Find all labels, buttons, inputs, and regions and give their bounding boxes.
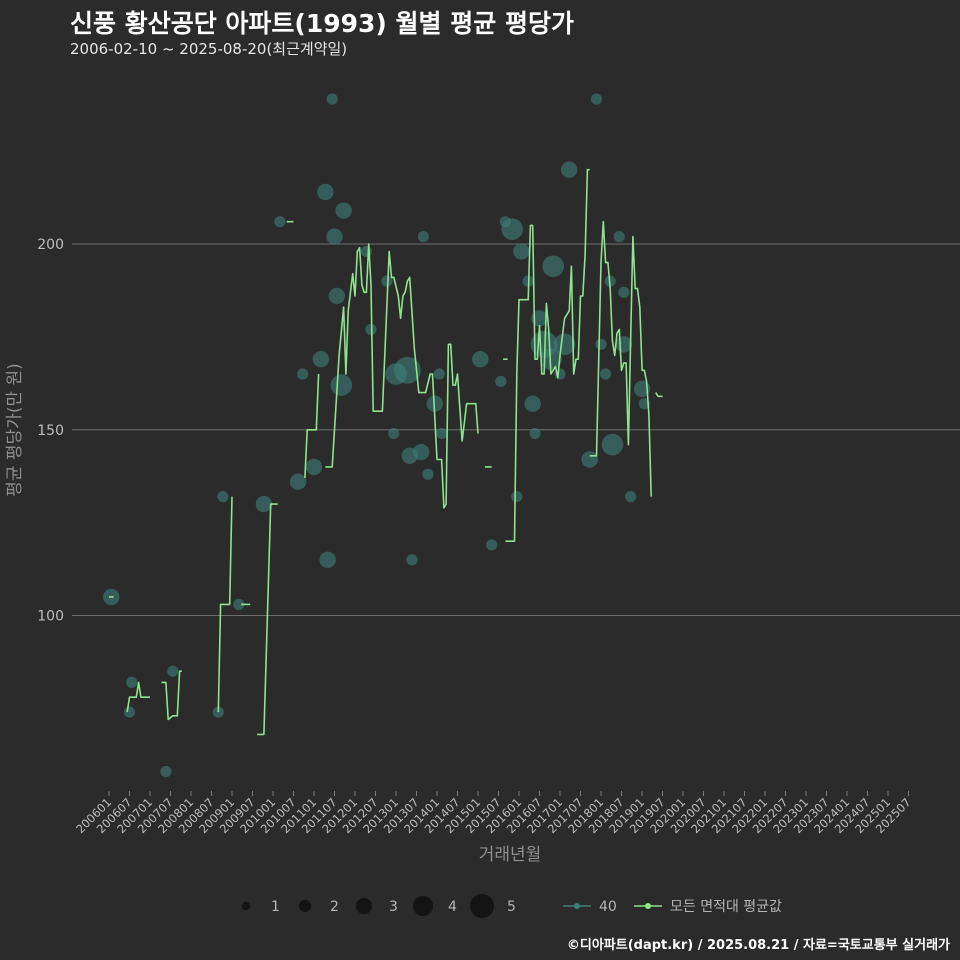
x-axis-title: 거래년월 — [479, 845, 542, 865]
scatter-point — [542, 255, 565, 278]
legend-key-40-point — [574, 903, 580, 909]
scatter-point — [618, 286, 630, 298]
size-legend-label: 3 — [389, 899, 398, 915]
scatter-point — [360, 245, 373, 258]
scatter-point — [472, 350, 489, 368]
scatter-point — [422, 468, 434, 480]
scatter-point — [553, 333, 576, 356]
size-legend-label: 4 — [448, 899, 457, 915]
y-tick-label: 100 — [37, 609, 64, 625]
size-legend-label: 2 — [330, 899, 339, 915]
scatter-point — [433, 368, 445, 380]
scatter-points — [103, 93, 651, 778]
scatter-point — [167, 665, 179, 677]
size-legend-label: 5 — [507, 899, 516, 915]
size-legend-circle — [355, 897, 373, 915]
y-tick-label: 200 — [37, 237, 64, 253]
scatter-point — [328, 287, 345, 305]
scatter-point — [529, 427, 541, 440]
scatter-point — [638, 398, 650, 410]
size-legend-circle — [241, 901, 251, 911]
scatter-point — [560, 161, 578, 178]
average-line-segment — [257, 503, 278, 736]
average-line-segment — [505, 168, 590, 542]
legend-label-average: 모든 면적대 평균값 — [670, 899, 782, 915]
scatter-point — [495, 375, 507, 388]
average-line-segment — [161, 670, 182, 721]
average-line — [109, 168, 663, 736]
scatter-point — [160, 765, 172, 778]
scatter-point — [217, 491, 229, 503]
legend: 1 2 3 4 5 40 모든 면적대 평균값 — [241, 894, 782, 918]
scatter-point — [406, 554, 418, 566]
scatter-point — [297, 368, 309, 380]
average-line-segment — [655, 392, 663, 398]
scatter-point — [326, 93, 338, 105]
footer-credit: ©디아파트(dapt.kr) / 2025.08.21 / 자료=국토교통부 실… — [566, 938, 950, 953]
scatter-point — [126, 676, 138, 688]
scatter-point — [381, 275, 393, 287]
scatter-point — [486, 539, 498, 551]
scatter-point — [326, 228, 343, 245]
scatter-point — [601, 433, 624, 456]
scatter-point — [312, 350, 330, 368]
size-legend-label: 1 — [271, 899, 280, 915]
size-legend-circle — [298, 899, 312, 913]
y-tick-label: 150 — [37, 423, 64, 439]
scatter-point — [600, 368, 612, 380]
scatter-point — [274, 216, 286, 228]
scatter-point — [317, 183, 334, 201]
scatter-point — [319, 551, 336, 568]
scatter-point — [524, 395, 541, 412]
x-axis-ticks: 2006012006072007012007072008012008072009… — [73, 791, 914, 836]
size-legend-circle — [470, 894, 494, 918]
average-line-segment — [304, 373, 320, 479]
scatter-point — [255, 495, 273, 513]
scatter-point — [123, 706, 136, 718]
scatter-point — [595, 338, 607, 350]
scatter-point — [417, 230, 429, 243]
scatter-point — [513, 243, 530, 260]
legend-label-40: 40 — [599, 899, 617, 915]
legend-key-avg-point — [645, 903, 651, 909]
scatter-point — [613, 230, 625, 243]
scatter-point — [511, 491, 523, 503]
chart-title: 신풍 황산공단 아파트(1993) 월별 평균 평당가 — [70, 9, 574, 38]
scatter-point — [394, 356, 421, 384]
scatter-point — [233, 598, 245, 610]
scatter-point — [412, 443, 430, 461]
size-legend-circle — [412, 895, 434, 917]
scatter-point — [615, 336, 633, 353]
scatter-point — [501, 218, 524, 240]
average-line-segment — [589, 220, 652, 497]
scatter-point — [625, 491, 637, 503]
scatter-point — [388, 427, 400, 440]
y-axis-title: 평균 평당가(만 원) — [5, 363, 25, 497]
y-axis-ticks: 100 150 200 — [37, 237, 64, 625]
average-line-segment — [325, 243, 479, 509]
average-line-segment — [126, 681, 150, 713]
scatter-point — [531, 310, 548, 327]
scatter-point — [335, 202, 352, 219]
scatter-point — [435, 427, 448, 440]
scatter-point — [330, 374, 353, 396]
scatter-point — [581, 451, 598, 468]
chart-subtitle: 2006-02-10 ~ 2025-08-20(최근계약일) — [70, 40, 348, 58]
scatter-point — [289, 473, 307, 490]
average-line-segment — [217, 496, 233, 713]
scatter-point — [365, 323, 377, 336]
scatter-point — [305, 458, 323, 476]
scatter-point — [590, 93, 603, 105]
